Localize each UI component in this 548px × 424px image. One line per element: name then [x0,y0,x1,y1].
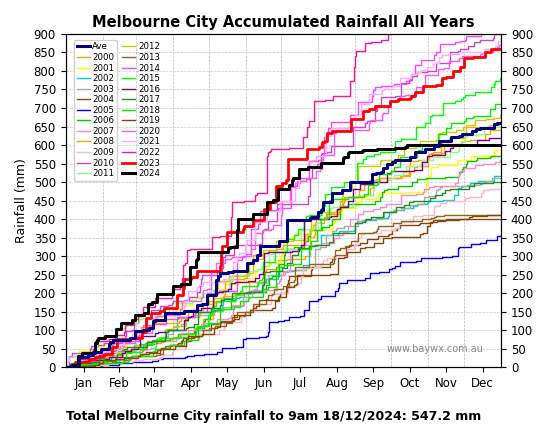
Text: www.baywx.com.au: www.baywx.com.au [387,344,483,354]
Legend: 2012, 2013, 2014, 2015, 2016, 2017, 2018, 2019, 2020, 2021, 2022, 2023, 2024: 2012, 2013, 2014, 2015, 2016, 2017, 2018… [120,40,163,181]
Text: Total Melbourne City rainfall to 9am 18/12/2024: 547.2 mm: Total Melbourne City rainfall to 9am 18/… [66,410,482,423]
Y-axis label: Rainfall (mm): Rainfall (mm) [15,158,28,243]
Title: Melbourne City Accumulated Rainfall All Years: Melbourne City Accumulated Rainfall All … [92,15,475,30]
